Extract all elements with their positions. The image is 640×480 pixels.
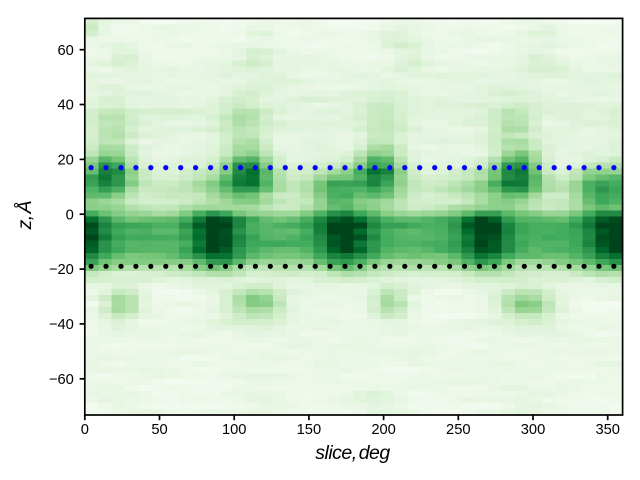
svg-text:−60: −60: [49, 372, 74, 388]
svg-text:250: 250: [446, 422, 471, 438]
svg-text:350: 350: [595, 422, 620, 438]
svg-text:−40: −40: [49, 317, 74, 333]
svg-text:150: 150: [297, 422, 322, 438]
svg-text:z,Å: z,Å: [13, 201, 36, 231]
svg-text:20: 20: [57, 153, 73, 169]
svg-text:−20: −20: [49, 262, 74, 278]
svg-text:0: 0: [66, 207, 74, 223]
svg-text:300: 300: [521, 422, 546, 438]
svg-text:0: 0: [81, 422, 89, 438]
svg-text:200: 200: [371, 422, 396, 438]
svg-text:50: 50: [151, 422, 167, 438]
svg-text:100: 100: [222, 422, 247, 438]
svg-text:slice,deg: slice, deg: [315, 442, 390, 464]
svg-text:60: 60: [57, 43, 73, 59]
svg-text:40: 40: [57, 98, 73, 114]
